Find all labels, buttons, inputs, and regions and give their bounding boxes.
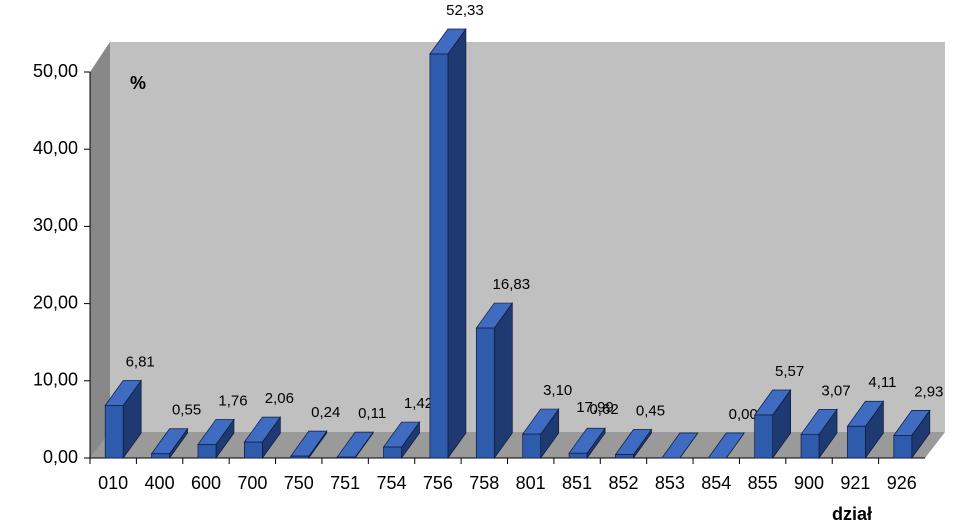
bar: [197, 418, 235, 460]
y-tick-label: 20,00: [33, 292, 78, 312]
value-label: 0,45: [636, 402, 665, 419]
bar-front: [290, 455, 310, 459]
x-tick-label: 754: [377, 473, 407, 493]
value-label: 2,06: [265, 390, 294, 407]
bar-front: [383, 446, 402, 459]
bar: [475, 301, 513, 460]
x-tick-label: 758: [469, 473, 499, 493]
value-label: 2,93: [914, 383, 943, 400]
bar: [522, 407, 560, 460]
x-tick-label: 756: [423, 473, 453, 493]
value-label: 0,00: [729, 406, 758, 423]
bar-front: [197, 444, 217, 459]
y-tick-label: 10,00: [33, 370, 78, 390]
bar: [614, 428, 653, 460]
value-label: 1,76: [218, 392, 247, 409]
bar: [707, 432, 745, 459]
bar: [661, 432, 699, 459]
unit-label: %: [130, 73, 146, 93]
value-label: 0,55: [172, 402, 201, 419]
x-tick-label: 926: [887, 473, 917, 493]
x-tick-label: 921: [840, 473, 870, 493]
value-label: 0,62: [589, 401, 618, 418]
value-label: 1,42: [404, 395, 433, 412]
bar: [150, 427, 189, 460]
x-tick-label: 600: [191, 473, 221, 493]
bar-front: [244, 441, 263, 459]
x-tick-label: 750: [284, 473, 314, 493]
x-tick-label: 700: [237, 473, 267, 493]
bar-front: [151, 453, 170, 459]
bar-front: [847, 425, 866, 459]
bar: [800, 408, 838, 460]
value-label: 3,07: [821, 382, 850, 399]
bar-front: [336, 456, 356, 459]
x-tick-label: 853: [655, 473, 685, 493]
bar-front: [522, 433, 542, 459]
bar: [568, 427, 606, 460]
bar: [846, 400, 885, 460]
value-label: 0,11: [358, 405, 386, 422]
value-label: 5,57: [775, 363, 804, 380]
y-tick-label: 0,00: [43, 447, 78, 467]
bar-top: [661, 432, 699, 459]
bar-front: [104, 405, 124, 459]
x-axis-title: dział: [832, 504, 872, 524]
bar-side: [447, 27, 467, 460]
x-tick-label: 751: [330, 473, 360, 493]
bar-front: [754, 414, 773, 459]
bar: [243, 416, 282, 460]
bar-front: [893, 435, 913, 459]
bar-front: [615, 454, 634, 459]
annotation: 17,99: [576, 399, 614, 416]
x-tick-label: 900: [794, 473, 824, 493]
bar: [893, 409, 931, 460]
bar: [104, 379, 142, 460]
x-tick-label: 852: [608, 473, 638, 493]
value-label: 3,10: [543, 382, 572, 399]
bar-top: [707, 432, 745, 459]
bar-front: [429, 53, 449, 459]
left-wall: [90, 42, 110, 458]
value-label: 52,33: [446, 2, 484, 19]
x-tick-label: 400: [145, 473, 175, 493]
value-label: 0,24: [311, 404, 340, 421]
bar: [753, 388, 792, 460]
back-wall: [90, 42, 945, 458]
x-tick-label: 855: [748, 473, 778, 493]
value-label: 4,11: [868, 374, 896, 391]
y-tick-label: 50,00: [33, 61, 78, 81]
bar: [290, 430, 328, 460]
y-tick-label: 40,00: [33, 138, 78, 158]
bar: [429, 27, 467, 460]
x-tick-label: 010: [98, 473, 128, 493]
bar: [382, 420, 421, 460]
bar-front: [800, 433, 820, 459]
x-tick-label: 854: [701, 473, 731, 493]
value-label: 6,81: [126, 353, 155, 370]
value-label: 16,83: [493, 276, 531, 293]
bar-front: [475, 327, 495, 459]
x-tick-label: 851: [562, 473, 592, 493]
x-tick-label: 801: [516, 473, 546, 493]
bar-side: [493, 301, 513, 460]
y-tick-label: 30,00: [33, 215, 78, 235]
bar-front: [568, 452, 588, 459]
bar: [336, 431, 374, 460]
